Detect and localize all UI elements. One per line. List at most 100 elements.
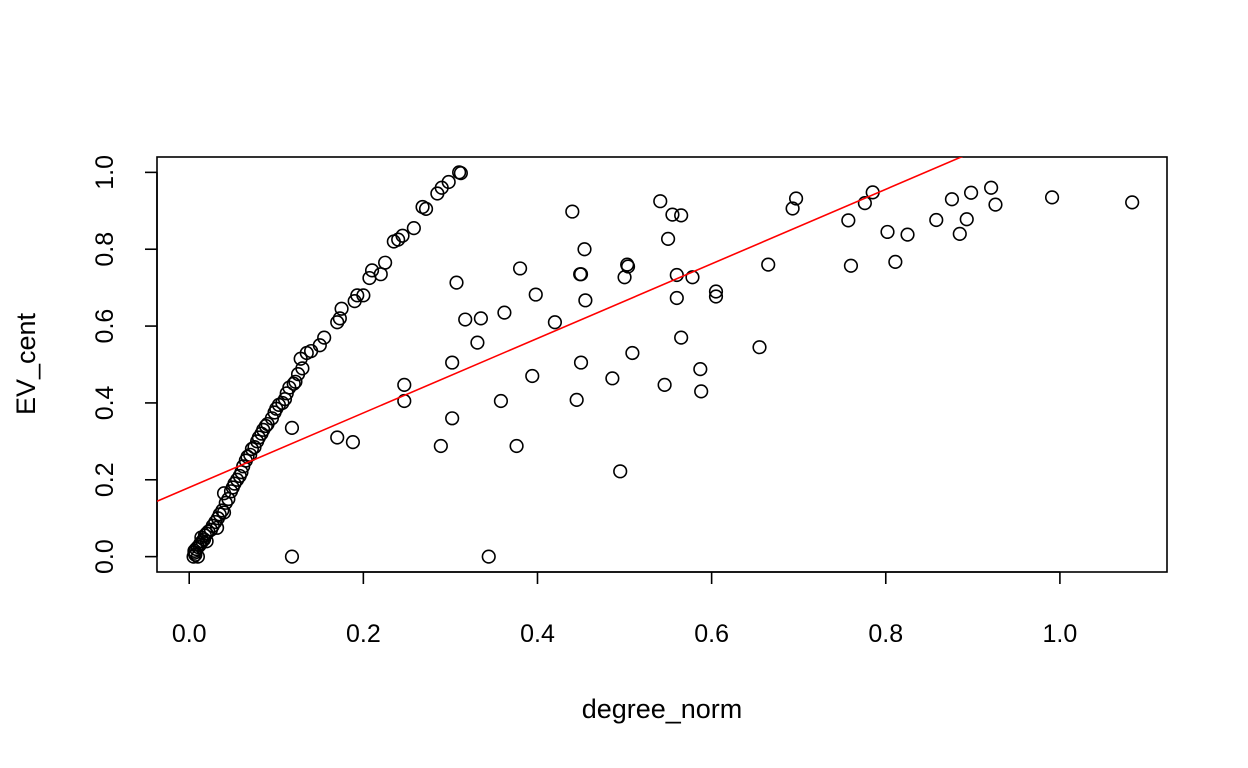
data-point — [284, 549, 300, 564]
data-point — [275, 395, 290, 411]
data-point — [330, 430, 345, 445]
x-tick-label: 0.4 — [520, 620, 555, 648]
y-tick-label: 0.4 — [91, 385, 119, 420]
data-point — [350, 288, 365, 303]
y-tick-label: 0.2 — [91, 462, 119, 497]
data-point — [693, 362, 708, 377]
data-point — [512, 261, 528, 276]
x-axis: 0.0 0.2 0.4 0.6 0.8 1.0 — [172, 571, 1078, 648]
y-tick-label: 1.0 — [91, 155, 119, 190]
data-point — [984, 180, 999, 195]
data-point — [378, 255, 393, 270]
data-point — [963, 185, 979, 200]
data-point — [988, 197, 1003, 212]
data-point — [669, 267, 684, 283]
data-point — [288, 374, 303, 389]
data-point — [230, 472, 245, 487]
data-point — [295, 361, 310, 376]
y-tick-label: 0.0 — [91, 539, 119, 574]
x-axis-label: degree_norm — [582, 694, 743, 724]
data-point — [445, 411, 460, 426]
x-tick-label: 1.0 — [1043, 620, 1078, 648]
data-point — [625, 345, 640, 361]
data-point — [857, 196, 872, 211]
data-point — [312, 338, 327, 353]
data-points — [186, 165, 1140, 564]
data-point — [509, 438, 524, 454]
data-point — [669, 290, 684, 306]
data-point — [841, 213, 856, 228]
data-point — [685, 270, 700, 285]
data-point — [613, 464, 628, 479]
x-tick-label: 0.0 — [172, 620, 207, 648]
data-point — [286, 376, 301, 391]
data-point — [445, 355, 460, 370]
data-point — [605, 371, 620, 386]
data-point — [391, 232, 406, 247]
data-point — [364, 263, 380, 278]
data-point — [785, 201, 800, 216]
data-point — [216, 505, 232, 520]
data-point — [453, 166, 468, 181]
data-point — [497, 305, 512, 320]
data-point — [952, 226, 967, 241]
y-axis: 0.0 0.2 0.4 0.6 0.8 1.0 — [91, 155, 158, 574]
data-point — [573, 355, 589, 370]
data-point — [569, 392, 584, 407]
data-point — [660, 231, 676, 246]
y-tick-label: 0.6 — [91, 309, 119, 344]
data-point — [752, 340, 767, 355]
data-point — [1044, 190, 1060, 205]
data-point — [708, 289, 724, 304]
data-point — [209, 520, 225, 535]
data-point — [284, 420, 300, 436]
data-point — [525, 368, 540, 384]
y-tick-label: 0.8 — [91, 232, 119, 267]
data-point — [441, 174, 456, 190]
data-point — [565, 204, 580, 219]
data-point — [929, 212, 944, 228]
data-point — [665, 207, 680, 222]
data-point — [493, 393, 509, 409]
data-point — [620, 259, 636, 274]
data-point — [433, 438, 448, 454]
data-point — [944, 192, 960, 207]
data-point — [345, 435, 361, 450]
data-point — [578, 293, 593, 308]
data-point — [215, 503, 230, 518]
data-point — [1125, 195, 1140, 210]
data-point — [470, 335, 485, 350]
data-point — [573, 267, 589, 282]
data-point — [227, 476, 242, 491]
x-tick-label: 0.2 — [346, 620, 381, 648]
data-point — [708, 284, 724, 299]
data-point — [332, 311, 347, 326]
data-point — [244, 441, 260, 457]
data-point — [481, 549, 496, 564]
data-point — [694, 384, 709, 399]
data-point — [317, 330, 332, 345]
data-point — [251, 430, 266, 445]
data-point — [218, 495, 233, 510]
data-point — [334, 301, 349, 316]
data-point — [418, 201, 434, 216]
data-point — [458, 312, 473, 327]
data-point — [959, 212, 974, 227]
data-point — [880, 224, 895, 240]
data-point — [577, 242, 592, 257]
data-point — [674, 330, 689, 345]
x-tick-label: 0.6 — [694, 620, 729, 648]
data-point — [190, 549, 206, 564]
data-point — [900, 227, 915, 242]
data-point — [304, 343, 319, 359]
data-point — [761, 257, 776, 272]
data-point — [788, 191, 804, 206]
plot-frame — [156, 156, 1168, 573]
data-point — [843, 258, 859, 273]
data-point — [330, 315, 345, 330]
data-point — [406, 220, 421, 236]
y-axis-label: EV_cent — [11, 312, 41, 415]
data-point — [449, 275, 464, 290]
data-point — [653, 194, 668, 209]
data-point — [674, 208, 689, 223]
